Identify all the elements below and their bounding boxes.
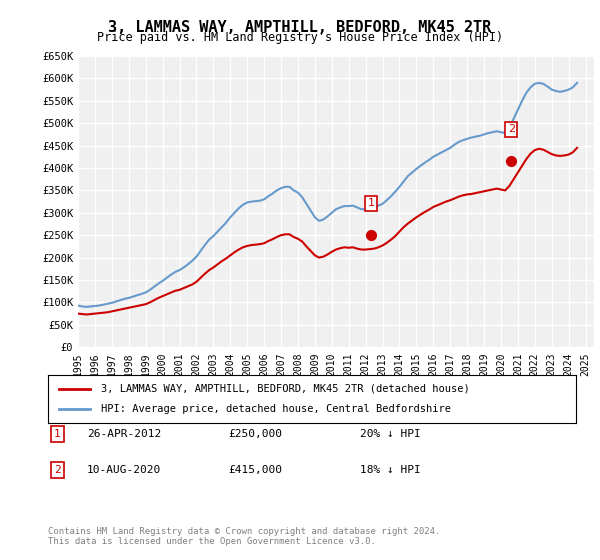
Text: 10-AUG-2020: 10-AUG-2020: [87, 465, 161, 475]
Text: Contains HM Land Registry data © Crown copyright and database right 2024.
This d: Contains HM Land Registry data © Crown c…: [48, 526, 440, 546]
Text: 3, LAMMAS WAY, AMPTHILL, BEDFORD, MK45 2TR: 3, LAMMAS WAY, AMPTHILL, BEDFORD, MK45 2…: [109, 20, 491, 35]
Text: 3, LAMMAS WAY, AMPTHILL, BEDFORD, MK45 2TR (detached house): 3, LAMMAS WAY, AMPTHILL, BEDFORD, MK45 2…: [101, 384, 470, 394]
Text: £415,000: £415,000: [228, 465, 282, 475]
Text: 20% ↓ HPI: 20% ↓ HPI: [360, 429, 421, 439]
Text: 1: 1: [54, 429, 61, 439]
Text: 26-APR-2012: 26-APR-2012: [87, 429, 161, 439]
Text: £250,000: £250,000: [228, 429, 282, 439]
Text: Price paid vs. HM Land Registry's House Price Index (HPI): Price paid vs. HM Land Registry's House …: [97, 31, 503, 44]
Text: 18% ↓ HPI: 18% ↓ HPI: [360, 465, 421, 475]
Text: HPI: Average price, detached house, Central Bedfordshire: HPI: Average price, detached house, Cent…: [101, 404, 451, 414]
Text: 1: 1: [368, 198, 374, 208]
Text: 2: 2: [54, 465, 61, 475]
Text: 2: 2: [508, 124, 515, 134]
